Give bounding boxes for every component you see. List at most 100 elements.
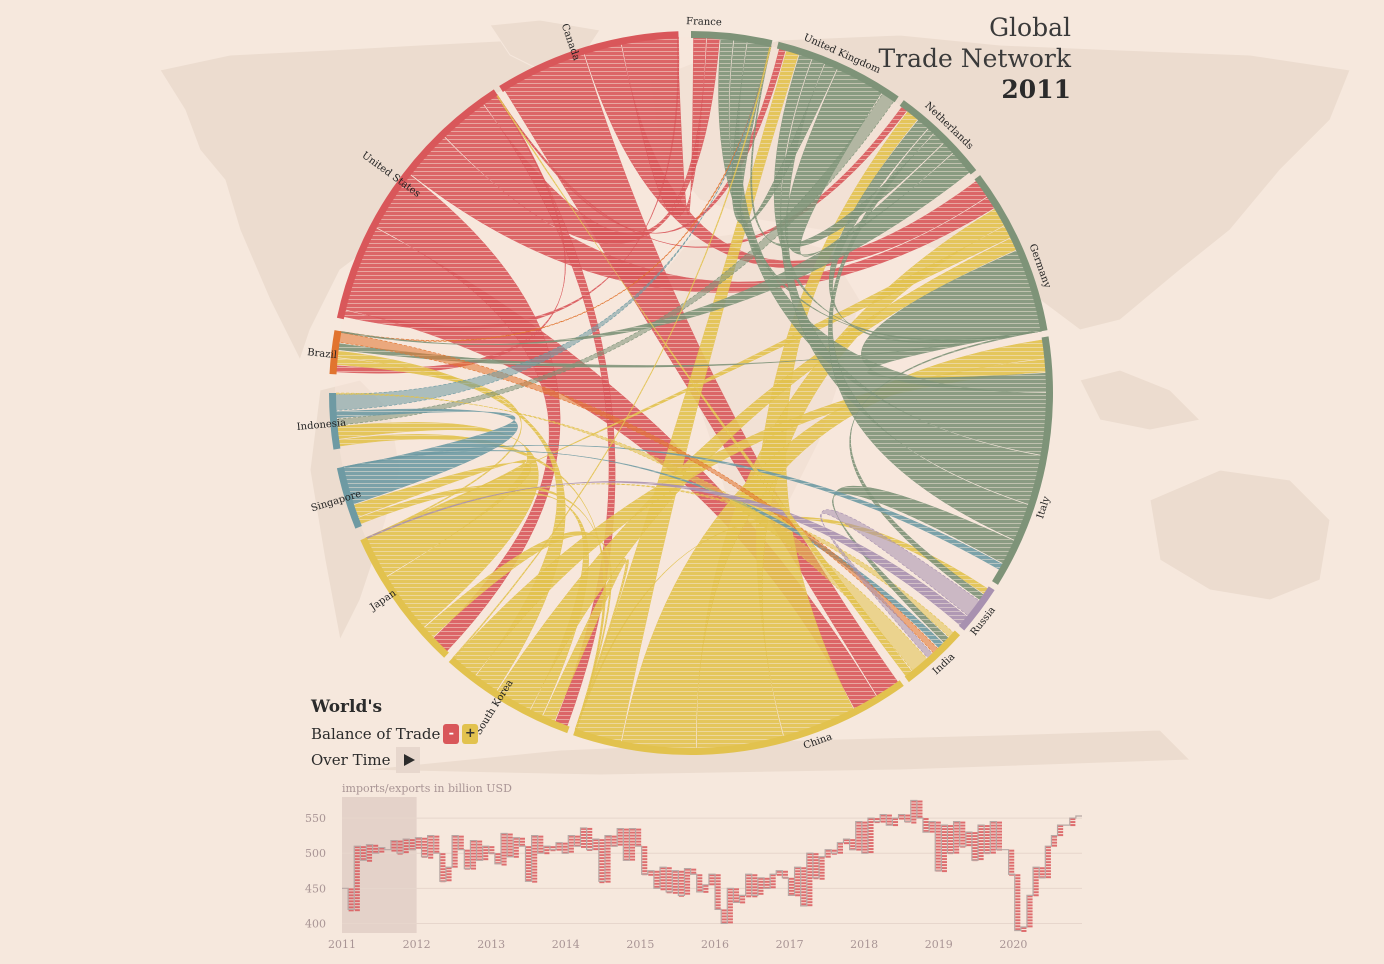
trade-bar bbox=[525, 873, 532, 876]
trade-bar bbox=[672, 885, 678, 888]
trade-bar bbox=[868, 851, 874, 854]
trade-bar bbox=[929, 824, 935, 827]
trade-bar bbox=[801, 903, 807, 906]
play-button[interactable] bbox=[395, 747, 420, 773]
trade-bar bbox=[525, 846, 532, 849]
trade-bar bbox=[672, 876, 678, 879]
arc-france[interactable] bbox=[691, 31, 773, 48]
chord-ribbon[interactable] bbox=[334, 392, 928, 672]
trade-bar bbox=[636, 843, 642, 846]
trade-bar bbox=[1009, 870, 1015, 873]
arc-netherlands[interactable] bbox=[899, 100, 977, 175]
trade-bar bbox=[1015, 913, 1021, 916]
trade-bar bbox=[684, 892, 691, 895]
trade-bar bbox=[801, 885, 807, 888]
trade-bar bbox=[507, 842, 513, 845]
trade-bar bbox=[440, 868, 446, 871]
trade-bar bbox=[605, 859, 611, 862]
trade-bar bbox=[1045, 870, 1051, 873]
trade-bar bbox=[807, 865, 813, 868]
trade-bar bbox=[654, 885, 660, 888]
trade-bar bbox=[477, 840, 483, 843]
trade-bar bbox=[379, 847, 385, 850]
trade-bar bbox=[1015, 910, 1021, 913]
trade-bar bbox=[581, 836, 587, 839]
arc-russia[interactable] bbox=[958, 586, 995, 631]
trade-bar bbox=[764, 877, 770, 880]
arc-china[interactable] bbox=[573, 680, 904, 755]
trade-bar bbox=[697, 880, 703, 883]
time-selection-brush[interactable] bbox=[342, 797, 417, 933]
trade-bar bbox=[911, 818, 917, 821]
trade-bar bbox=[599, 851, 605, 854]
trade-bar bbox=[501, 842, 507, 845]
trade-bar bbox=[391, 843, 397, 846]
trade-bar bbox=[923, 821, 929, 824]
trade-bar bbox=[990, 851, 996, 854]
trade-bar bbox=[366, 847, 373, 850]
trade-bar bbox=[941, 867, 947, 870]
arc-india[interactable] bbox=[904, 630, 961, 683]
trade-bar bbox=[795, 882, 801, 885]
chord-ribbon[interactable] bbox=[452, 45, 772, 659]
trade-bar bbox=[532, 838, 538, 841]
trade-bar bbox=[623, 828, 629, 831]
arc-south-korea[interactable] bbox=[448, 656, 570, 734]
trade-bar bbox=[470, 861, 477, 864]
trade-bar bbox=[525, 858, 532, 861]
trade-bar bbox=[360, 849, 366, 852]
trade-bar bbox=[752, 889, 758, 892]
arc-brazil[interactable] bbox=[329, 330, 342, 375]
trade-bar bbox=[605, 862, 611, 865]
chord-ribbon[interactable] bbox=[338, 332, 939, 654]
trade-bar bbox=[605, 874, 611, 877]
arc-indonesia[interactable] bbox=[329, 393, 341, 450]
trade-bar bbox=[611, 835, 617, 838]
chord-ribbon[interactable] bbox=[339, 152, 971, 345]
trade-bar bbox=[348, 891, 354, 894]
trade-bar bbox=[544, 849, 550, 852]
trade-bar bbox=[617, 843, 623, 846]
arc-canada[interactable] bbox=[499, 31, 679, 92]
trade-bar bbox=[1015, 901, 1021, 904]
trade-bar bbox=[721, 912, 727, 915]
trade-bar bbox=[788, 883, 795, 886]
trade-bar bbox=[440, 874, 446, 877]
arc-united-kingdom[interactable] bbox=[776, 41, 899, 103]
trade-bar bbox=[862, 830, 868, 833]
trade-bar bbox=[458, 835, 464, 838]
arc-italy[interactable] bbox=[992, 336, 1053, 585]
trade-bar bbox=[715, 895, 721, 898]
trade-bar bbox=[984, 846, 990, 849]
trade-bar bbox=[960, 842, 966, 845]
trade-bar bbox=[727, 909, 733, 912]
trade-bar bbox=[519, 837, 525, 840]
trade-bar bbox=[446, 879, 452, 882]
trade-bar bbox=[1015, 907, 1021, 910]
trade-bar bbox=[1051, 844, 1058, 847]
trade-bar bbox=[532, 835, 538, 838]
trade-bar bbox=[746, 877, 752, 880]
trade-bar bbox=[599, 842, 605, 845]
trade-bar bbox=[532, 880, 538, 883]
trade-bar bbox=[446, 873, 452, 876]
arc-germany[interactable] bbox=[974, 175, 1048, 332]
trade-bar bbox=[929, 830, 935, 833]
trade-bar bbox=[1015, 904, 1021, 907]
trade-bar bbox=[984, 825, 990, 828]
trade-bar bbox=[440, 859, 446, 862]
trade-bar bbox=[770, 877, 776, 880]
trade-bar bbox=[807, 859, 813, 862]
trade-bar bbox=[770, 874, 776, 877]
trade-bar bbox=[740, 898, 746, 901]
trade-bar bbox=[654, 882, 660, 885]
trade-bar bbox=[837, 848, 843, 851]
arc-japan[interactable] bbox=[360, 537, 449, 658]
trade-bar bbox=[354, 897, 360, 900]
trade-bar bbox=[801, 873, 807, 876]
trade-bar bbox=[409, 839, 415, 842]
arc-singapore[interactable] bbox=[336, 466, 362, 529]
trade-bar bbox=[911, 800, 917, 803]
trade-bar bbox=[807, 898, 813, 901]
trade-bar bbox=[807, 901, 813, 904]
